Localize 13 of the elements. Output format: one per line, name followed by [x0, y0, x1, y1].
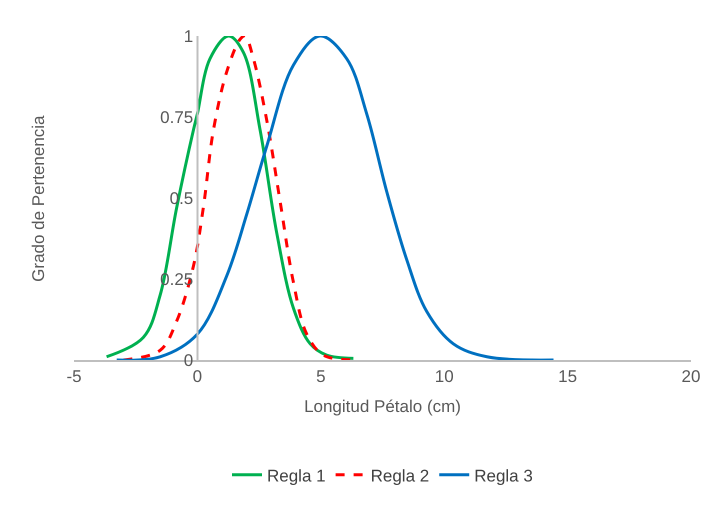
x-tick-label: 10 — [434, 367, 454, 386]
y-axis-title: Grado de Pertenencia — [28, 114, 48, 282]
x-tick-label: -5 — [66, 367, 82, 386]
x-tick-label: 20 — [682, 367, 700, 386]
x-axis-title: Longitud Pétalo (cm) — [304, 397, 461, 416]
y-tick-label: 1 — [184, 26, 194, 46]
legend-label: Regla 2 — [370, 466, 430, 486]
legend-label: Regla 3 — [474, 466, 533, 486]
y-tick-label: 0.75 — [160, 108, 194, 127]
legend-label: Regla 1 — [267, 466, 326, 486]
x-tick-label: 15 — [558, 367, 578, 386]
x-tick-label: 5 — [316, 367, 326, 386]
y-tick-label: 0 — [184, 350, 194, 370]
